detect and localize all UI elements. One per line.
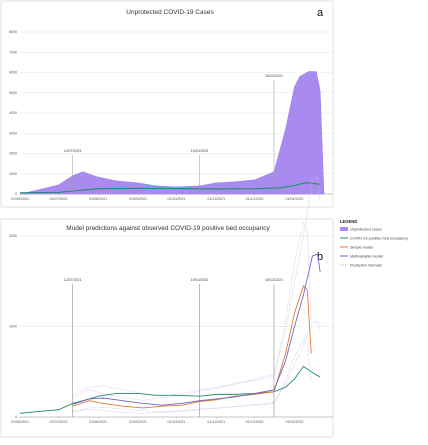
x-tick-label: 01/11/2021 xyxy=(207,420,225,424)
y-tick-label: 0 xyxy=(15,415,17,419)
y-tick-label: 1000 xyxy=(9,325,17,329)
panel-b-frame xyxy=(0,218,334,438)
series-line-multivariable-model xyxy=(72,253,321,406)
x-tick-label: 01/06/2021 xyxy=(11,197,29,201)
y-tick-label: 3000 xyxy=(9,131,17,135)
series-line-prediction-interval xyxy=(72,176,321,397)
annotation-label-b: 19/10/2021 xyxy=(191,278,209,282)
x-tick-label: 01/08/2021 xyxy=(89,420,107,424)
y-tick-label: 1000 xyxy=(9,172,17,176)
legend-swatch-unprotected xyxy=(340,227,348,231)
y-tick-label: 7000 xyxy=(9,50,17,54)
panel-label-b: b xyxy=(317,251,323,263)
x-tick-label: 01/10/2021 xyxy=(168,197,186,201)
x-tick-labels-b: 01/06/2021 01/07/2021 01/08/2021 01/09/2021… xyxy=(11,420,304,424)
x-tick-label: 01/10/2021 xyxy=(168,420,186,424)
chart-title-b: Model predictions against observed COVID… xyxy=(66,225,270,232)
series-a xyxy=(19,71,325,195)
y-tick-label: 2000 xyxy=(9,234,17,238)
annotation-label-a: 19/10/2021 xyxy=(191,149,209,153)
grid-b xyxy=(19,235,333,419)
series-line-prediction-interval xyxy=(72,339,312,414)
x-tick-label: 01/06/2021 xyxy=(11,420,29,424)
chart-title-a: Unprotected COVID-19 Cases xyxy=(126,9,214,16)
legend-entry-simple: Simple model xyxy=(340,246,373,250)
legend-entry-multivariable: Multivariable model xyxy=(340,255,383,259)
legend-label-unprotected: Unprotected cases xyxy=(350,228,382,232)
series-line-prediction-interval xyxy=(72,222,312,401)
legend-label-bed: COVID-19 positive bed occupancy xyxy=(350,237,408,241)
y-tick-label: 5000 xyxy=(9,91,17,95)
panel-label-a: a xyxy=(317,7,324,19)
x-tick-label: 01/11/2021 xyxy=(207,197,225,201)
legend-entry-unprotected: Unprotected cases xyxy=(340,227,382,232)
annotation-label-a: 12/07/2021 xyxy=(64,149,82,153)
annotation-label-a: 16/12/2021 xyxy=(265,74,283,78)
series-line-bed-occupancy-a xyxy=(19,182,321,194)
y-tick-label: 0 xyxy=(15,192,17,196)
x-tick-label: 01/12/2021 xyxy=(246,420,264,424)
annotation-label-b: 16/12/2021 xyxy=(265,278,283,282)
y-tick-labels-a: 0 1000 2000 3000 4000 5000 6000 7000 8000 xyxy=(9,30,17,196)
x-tick-label: 01/08/2021 xyxy=(89,197,107,201)
y-tick-label: 4000 xyxy=(9,111,17,115)
legend-title: LEGEND xyxy=(340,219,357,224)
x-tick-label: 01/01/2022 xyxy=(286,420,304,424)
x-tick-label: 01/12/2021 xyxy=(246,197,264,201)
x-tick-labels-a: 01/06/2021 01/07/2021 01/08/2021 01/09/2021… xyxy=(11,197,304,201)
legend-entry-intervals: Prediction intervals xyxy=(340,264,382,268)
legend-label-intervals: Prediction intervals xyxy=(350,264,382,268)
x-tick-label: 01/07/2021 xyxy=(49,197,67,201)
legend: LEGEND Unprotected cases COVID-19 positi… xyxy=(340,219,408,268)
series-line-bed-occupancy-b xyxy=(19,365,321,414)
x-tick-label: 01/07/2021 xyxy=(49,420,67,424)
panel-a-frame xyxy=(0,0,334,208)
annotations-b: 12/07/2021 19/10/2021 16/12/2021 xyxy=(64,278,283,417)
x-tick-label: 01/01/2022 xyxy=(286,197,304,201)
legend-label-simple: Simple model xyxy=(350,246,373,250)
x-tick-label: 01/09/2021 xyxy=(129,420,147,424)
series-line-simple-model xyxy=(72,284,312,409)
prediction-intervals xyxy=(72,176,321,414)
series-area-unprotected-cases xyxy=(19,71,325,195)
y-tick-label: 2000 xyxy=(9,152,17,156)
y-tick-label: 8000 xyxy=(9,30,17,34)
chart-panel-a: Unprotected COVID-19 Cases a 0 1000 2000 30… xyxy=(0,0,334,208)
x-tick-label: 01/09/2021 xyxy=(129,197,147,201)
annotations-a: 12/07/2021 19/10/2021 16/12/2021 xyxy=(64,74,283,194)
chart-panel-b: Model predictions against observed COVID… xyxy=(0,176,334,438)
legend-label-multivariable: Multivariable model xyxy=(350,255,383,259)
y-tick-label: 6000 xyxy=(9,71,17,75)
series-line-prediction-interval xyxy=(72,320,321,413)
y-tick-labels-b: 0 1000 2000 xyxy=(9,234,17,419)
annotation-label-b: 12/07/2021 xyxy=(64,278,82,282)
series-b xyxy=(19,253,321,414)
legend-entry-bed: COVID-19 positive bed occupancy xyxy=(340,237,408,241)
